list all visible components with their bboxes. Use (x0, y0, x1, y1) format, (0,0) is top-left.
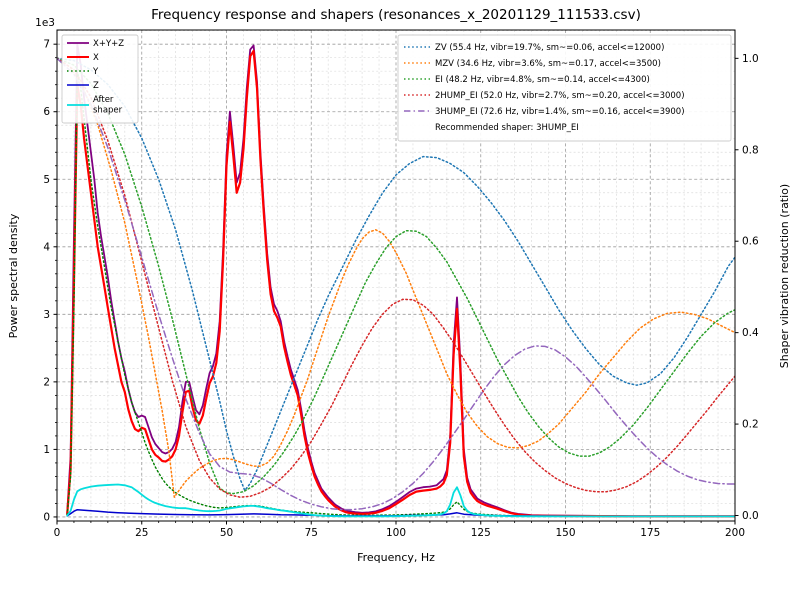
left-y-tick-label: 6 (43, 106, 50, 118)
curve-2hump_ei (57, 57, 735, 498)
x-tick-label: 175 (640, 527, 660, 539)
right-y-tick-label: 0.0 (742, 510, 759, 522)
left-y-tick-label: 0 (43, 511, 50, 523)
legend-label-y: Y (92, 67, 99, 77)
legend-label-3hump_ei: 3HUMP_EI (72.6 Hz, vibr=1.4%, sm~=0.16, … (435, 107, 685, 117)
tick-labels: 0 25 50 75 100 125 150 175 200 0 1 2 3 4 5 6 7 0.0 0.2 0.4 0… (43, 39, 759, 539)
x-tick-label: 200 (725, 527, 745, 539)
left-y-tick-label: 3 (43, 309, 50, 321)
legend-label-after: shaper (93, 106, 123, 116)
right-y-tick-label: 0.6 (742, 236, 759, 248)
x-tick-label: 100 (386, 527, 406, 539)
legend-shapers-box (397, 34, 732, 142)
legend-label-ei: EI (48.2 Hz, vibr=4.8%, sm~=0.14, accel<… (435, 75, 650, 85)
legend-label-mzv: MZV (34.6 Hz, vibr=3.6%, sm~=0.17, accel… (435, 59, 661, 69)
left-y-tick-label: 7 (43, 39, 50, 51)
y-axis-offset-text: 1e3 (35, 17, 55, 29)
curve-3hump_ei (57, 57, 735, 511)
tick-marks (53, 43, 739, 525)
curve-mzv (57, 57, 735, 498)
right-y-tick-label: 1.0 (742, 53, 759, 65)
legend-label-z: Z (93, 81, 99, 91)
x-tick-label: 125 (471, 527, 491, 539)
recommended-shaper-label: Recommended shaper: 3HUMP_EI (435, 123, 579, 133)
x-tick-label: 25 (135, 527, 148, 539)
left-y-tick-label: 2 (43, 376, 50, 388)
right-y-tick-label: 0.2 (742, 419, 759, 431)
chart-title: Frequency response and shapers (resonanc… (151, 7, 641, 23)
curve-after (66, 483, 735, 518)
right-y-tick-label: 0.8 (742, 144, 759, 156)
right-y-tick-label: 0.4 (742, 327, 759, 339)
x-tick-label: 0 (54, 527, 61, 539)
legend-shapers: ZV (55.4 Hz, vibr=19.7%, sm~=0.06, accel… (404, 43, 685, 133)
legend-label-xyz: X+Y+Z (93, 39, 124, 49)
curve-ei (57, 57, 735, 495)
legend-label-after: After (93, 95, 114, 105)
curves (57, 43, 735, 518)
legend-label-2hump_ei: 2HUMP_EI (52.0 Hz, vibr=2.7%, sm~=0.20, … (435, 91, 685, 101)
legend-label-x: X (93, 53, 99, 63)
left-y-tick-label: 4 (43, 241, 50, 253)
x-tick-label: 150 (555, 527, 575, 539)
left-y-tick-label: 5 (43, 174, 50, 186)
grid-minor (57, 30, 735, 521)
x-axis-label: Frequency, Hz (357, 551, 435, 564)
x-tick-label: 50 (220, 527, 233, 539)
curve-x (66, 49, 735, 518)
curve-y (66, 70, 735, 518)
x-tick-label: 75 (305, 527, 318, 539)
legend-label-zv: ZV (55.4 Hz, vibr=19.7%, sm~=0.06, accel… (435, 43, 664, 53)
left-y-tick-label: 1 (43, 444, 50, 456)
